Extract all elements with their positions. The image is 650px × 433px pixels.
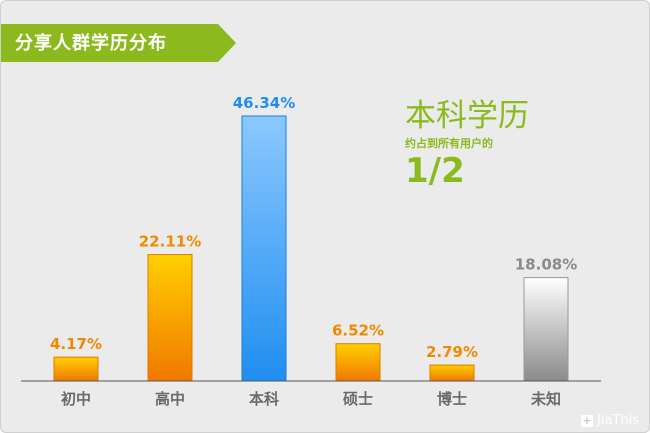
bar-6 [523, 277, 569, 382]
bar-2 [147, 254, 193, 382]
value-label-6: 18.08% [515, 256, 577, 274]
bar-5 [429, 364, 475, 382]
watermark: + JiaThis [581, 413, 639, 428]
highlight-fraction: 1/2 [405, 151, 465, 191]
value-label-2: 22.11% [139, 233, 201, 251]
value-label-1: 4.17% [50, 335, 102, 353]
category-label-3: 本科 [249, 390, 279, 408]
chart-title: 分享人群学历分布 [15, 33, 167, 54]
category-label-5: 博士 [437, 390, 467, 408]
title-banner [1, 24, 236, 62]
value-label-4: 6.52% [332, 322, 384, 340]
highlight-caption: 约占到所有用户的 [405, 137, 493, 150]
bar-4 [335, 343, 381, 382]
category-label-6: 未知 [530, 390, 561, 408]
plus-icon: + [581, 413, 594, 427]
category-label-1: 初中 [61, 390, 91, 408]
value-label-5: 2.79% [426, 343, 478, 361]
category-label-4: 硕士 [343, 390, 373, 408]
bar-1 [53, 356, 99, 382]
highlight-category: 本科学历 [405, 98, 529, 134]
bar-3 [241, 115, 287, 382]
watermark-text: JiaThis [597, 413, 639, 428]
value-label-3: 46.34% [233, 94, 295, 112]
category-label-2: 高中 [155, 390, 185, 408]
